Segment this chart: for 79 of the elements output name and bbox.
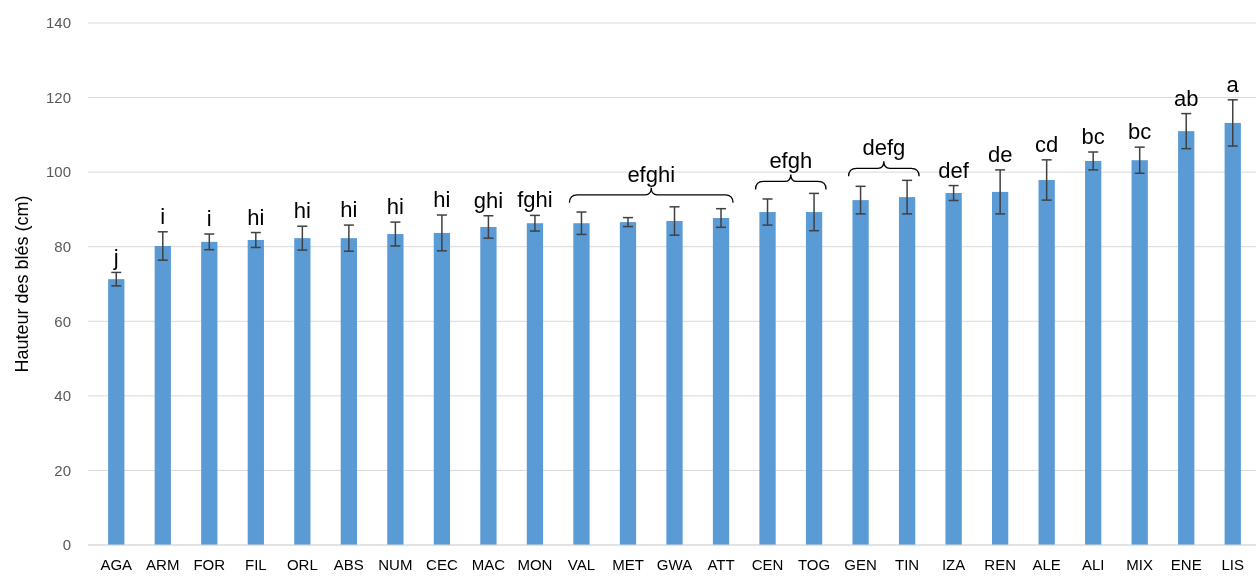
bar [201, 241, 218, 545]
bar [247, 240, 264, 545]
annotation: defg [862, 135, 906, 161]
bar [898, 197, 916, 545]
x-tick-label: ABS [333, 556, 364, 573]
bar [480, 226, 497, 545]
x-tick-label: IZA [941, 556, 966, 573]
annotation: hi [433, 187, 451, 213]
bar [340, 238, 357, 545]
bar [108, 279, 125, 545]
bar [387, 234, 404, 545]
bar [759, 212, 776, 545]
annotation: cd [1035, 131, 1059, 157]
x-tick-label: GEN [844, 556, 877, 573]
x-tick-label: MAC [471, 556, 506, 573]
x-tick-label: VAL [567, 556, 596, 573]
x-tick-label: FIL [244, 556, 267, 573]
annotation: hi [247, 204, 265, 230]
x-tick-label: MIX [1126, 556, 1154, 573]
x-tick-label: TOG [797, 556, 831, 573]
x-tick-label: ORL [286, 556, 318, 573]
bar [154, 245, 171, 545]
bar [992, 191, 1009, 545]
bar [526, 223, 544, 545]
bar [619, 222, 637, 545]
y-tick-label: 100 [45, 163, 71, 181]
y-axis-title: Hauteur des blés (cm) [12, 195, 32, 373]
x-tick-label: ALI [1081, 556, 1105, 573]
bar [1224, 122, 1241, 545]
bar [1178, 131, 1195, 545]
bar [1038, 179, 1055, 545]
bar [294, 238, 311, 545]
bar [666, 220, 683, 545]
x-tick-label: CEC [426, 556, 458, 573]
annotation: i [206, 206, 212, 232]
annotation: ab [1173, 85, 1199, 111]
x-tick-label: MON [517, 556, 553, 573]
annotation: hi [386, 194, 404, 220]
x-tick-label: ALE [1032, 556, 1061, 573]
x-tick-label: TIN [895, 556, 920, 573]
bar [805, 212, 823, 545]
annotation: bc [1128, 119, 1152, 145]
y-tick-label: 140 [45, 14, 71, 32]
annotation: j [112, 244, 119, 270]
annotation: def [938, 157, 970, 183]
bar [712, 218, 730, 545]
y-tick-label: 40 [54, 387, 71, 405]
annotation: de [987, 141, 1013, 167]
annotation: fghi [517, 187, 553, 213]
bar [945, 193, 962, 545]
x-tick-label: MET [612, 556, 644, 573]
annotation: efgh [769, 148, 813, 174]
bar [433, 232, 451, 545]
y-tick-label: 120 [45, 88, 71, 106]
bar [1131, 160, 1148, 545]
annotation: a [1226, 71, 1240, 97]
y-tick-label: 80 [54, 237, 71, 255]
x-tick-label: ARM [146, 556, 180, 573]
x-tick-label: GWA [656, 556, 693, 573]
y-tick-label: 60 [54, 312, 71, 330]
bar [573, 223, 590, 545]
x-tick-label: LIS [1221, 556, 1244, 573]
annotation: efghi [627, 161, 676, 187]
x-tick-label: CEN [751, 556, 784, 573]
annotation: i [160, 203, 166, 229]
annotation: hi [340, 197, 358, 223]
x-tick-label: AGA [100, 556, 133, 573]
bar [1085, 160, 1102, 545]
x-tick-label: FOR [193, 556, 226, 573]
y-tick-label: 20 [54, 461, 71, 479]
x-tick-label: NUM [378, 556, 413, 573]
y-tick-label: 0 [62, 536, 71, 554]
bar [852, 200, 869, 545]
x-tick-label: ENE [1170, 556, 1202, 573]
annotation: ghi [473, 187, 504, 213]
annotation: bc [1081, 124, 1105, 150]
x-tick-label: ATT [707, 556, 735, 573]
annotation: hi [293, 198, 311, 224]
x-tick-label: REN [984, 556, 1016, 573]
